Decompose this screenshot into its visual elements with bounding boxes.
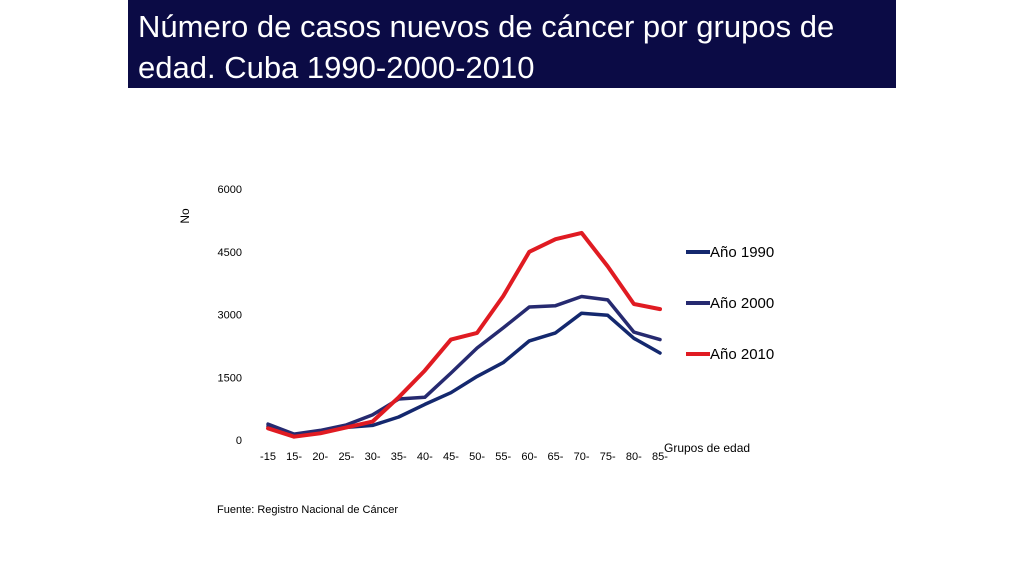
series-lines [266, 230, 662, 439]
x-tick-label: 30- [365, 451, 381, 463]
y-tick-label: 1500 [218, 372, 242, 384]
x-tick-label: 35- [391, 451, 407, 463]
source-note: Fuente: Registro Nacional de Cáncer [217, 504, 398, 516]
x-tick-label: 20- [312, 451, 328, 463]
x-axis-ticks: -15 15- 20- 25- 30- 35- 40- 45- 50- 55- 60- 65- 70- 7… [260, 451, 668, 463]
legend-label: Año 2000 [710, 295, 774, 312]
x-tick-label: 80- [626, 451, 642, 463]
legend-label: Año 1990 [710, 244, 774, 261]
legend-label: Año 2010 [710, 346, 774, 363]
x-tick-label: 55- [495, 451, 511, 463]
series-line-2 [266, 294, 662, 436]
x-tick-label: 50- [469, 451, 485, 463]
x-tick-label: 45- [443, 451, 459, 463]
x-tick-label: 25- [338, 451, 354, 463]
y-tick-label: 0 [236, 435, 242, 447]
x-tick-label: 75- [600, 451, 616, 463]
y-tick-label: 6000 [218, 184, 242, 196]
series-line-1 [266, 311, 662, 437]
y-tick-label: 3000 [218, 310, 242, 322]
y-axis-ticks: 0 1500 3000 4500 6000 [218, 184, 242, 447]
slide-title: Número de casos nuevos de cáncer por gru… [138, 9, 835, 85]
x-tick-label: -15 [260, 451, 276, 463]
x-tick-label: 15- [286, 451, 302, 463]
x-tick-label: 60- [521, 451, 537, 463]
x-axis-label: Grupos de edad [664, 441, 750, 455]
x-tick-label: 70- [574, 451, 590, 463]
x-tick-label: 85- [652, 451, 668, 463]
y-axis-label: No [178, 208, 192, 224]
series-line-3 [266, 230, 662, 439]
y-tick-label: 4500 [218, 247, 242, 259]
x-tick-label: 65- [548, 451, 564, 463]
title-banner: Número de casos nuevos de cáncer por gru… [128, 0, 896, 88]
x-tick-label: 40- [417, 451, 433, 463]
legend: Año 1990 Año 2000 Año 2010 [686, 244, 774, 363]
